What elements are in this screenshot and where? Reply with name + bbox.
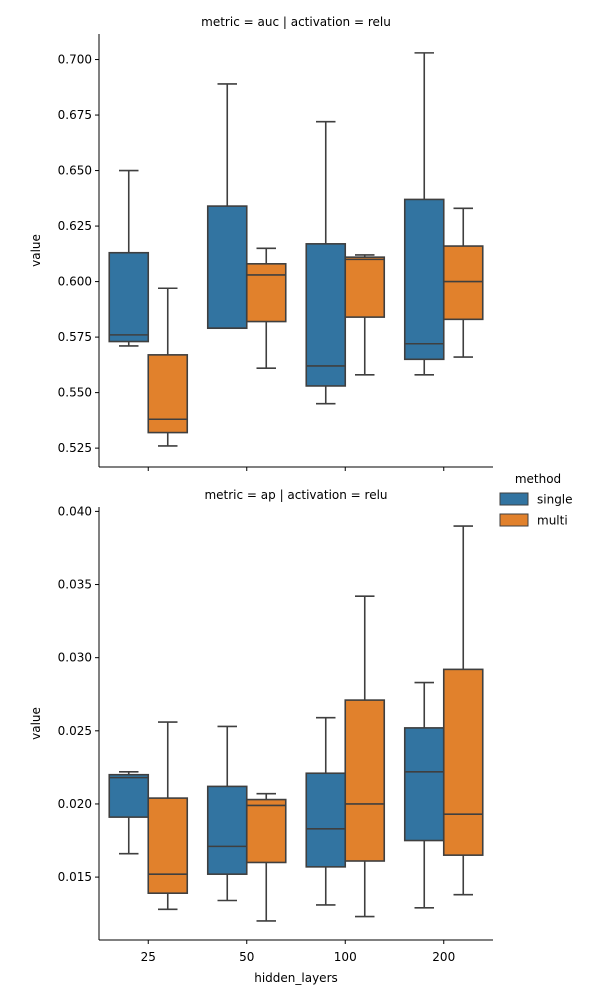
single-box xyxy=(206,205,248,330)
multi-box xyxy=(147,354,189,434)
legend-label-single: single xyxy=(537,493,573,507)
multi-box xyxy=(344,699,386,862)
multi-box xyxy=(442,245,484,321)
y-tick-label: 0.525 xyxy=(58,441,92,455)
y-tick-label: 0.030 xyxy=(58,651,92,665)
y-tick-label: 0.015 xyxy=(58,870,92,884)
single-box xyxy=(305,243,347,387)
x-axis-label: hidden_layers xyxy=(254,971,338,985)
single-box xyxy=(403,198,445,361)
multi-box xyxy=(344,256,386,318)
y-tick-label: 0.025 xyxy=(58,724,92,738)
y-tick-label: 0.600 xyxy=(58,275,92,289)
multi-box xyxy=(245,263,287,323)
y-tick-label: 0.650 xyxy=(58,164,92,178)
legend-title: method xyxy=(515,472,561,486)
multi-box xyxy=(442,668,484,856)
multi-box xyxy=(147,797,189,894)
y-axis-label: value xyxy=(29,234,43,267)
single-box xyxy=(403,727,445,842)
single-box xyxy=(108,251,150,343)
y-tick-label: 0.575 xyxy=(58,330,92,344)
x-tick-label: 100 xyxy=(334,950,357,964)
panel-title: metric = ap | activation = relu xyxy=(204,488,387,502)
y-tick-label: 0.035 xyxy=(58,578,92,592)
legend-label-multi: multi xyxy=(537,514,568,528)
legend-swatch-single xyxy=(499,492,529,506)
multi-box xyxy=(245,798,287,864)
y-axis-label: value xyxy=(29,707,43,740)
single-box xyxy=(206,785,248,875)
x-tick-label: 50 xyxy=(239,950,254,964)
x-tick-label: 25 xyxy=(141,950,156,964)
single-box xyxy=(305,772,347,868)
panel-title: metric = auc | activation = relu xyxy=(201,15,391,29)
x-tick-label: 200 xyxy=(432,950,455,964)
y-tick-label: 0.040 xyxy=(58,504,92,518)
y-tick-label: 0.020 xyxy=(58,797,92,811)
y-tick-label: 0.625 xyxy=(58,219,92,233)
legend-swatch-multi xyxy=(499,513,529,527)
y-tick-label: 0.700 xyxy=(58,53,92,67)
y-tick-label: 0.675 xyxy=(58,108,92,122)
y-tick-label: 0.550 xyxy=(58,386,92,400)
single-box xyxy=(108,773,150,818)
